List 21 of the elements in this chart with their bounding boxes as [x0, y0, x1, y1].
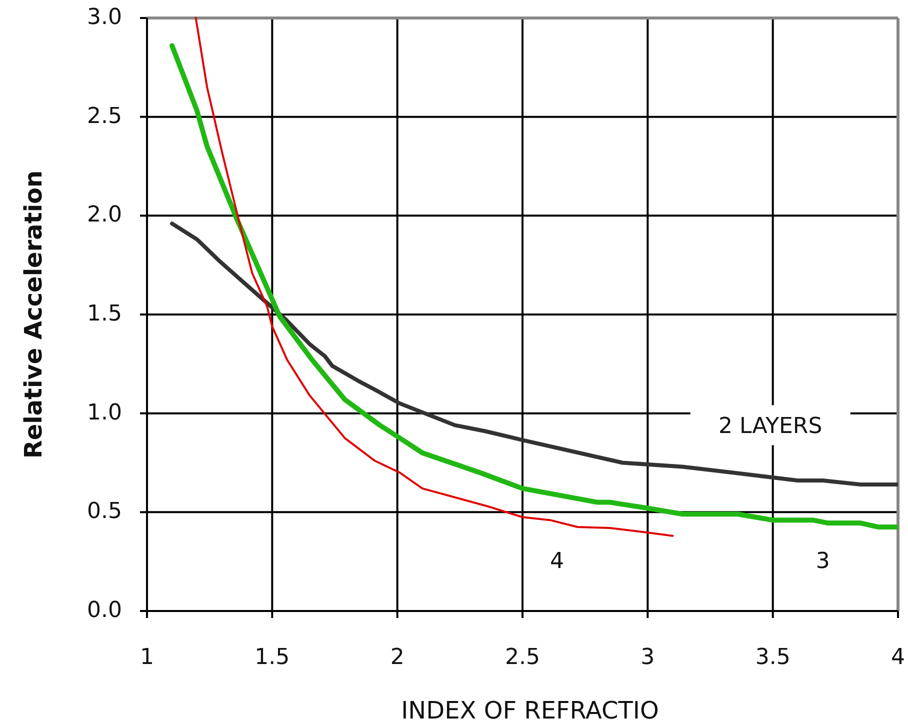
y-tick-label: 3.0 [87, 5, 122, 30]
y-tick-label: 1.0 [87, 400, 122, 426]
x-axis-title: INDEX OF REFRACTIO [401, 696, 659, 725]
x-tick-label: 3 [640, 645, 655, 670]
line-series [170, 222, 898, 486]
series-label: 4 [550, 548, 564, 574]
x-tick-label: 1 [140, 645, 154, 670]
y-tick-label: 1.5 [87, 302, 122, 327]
series-label: 2 LAYERS [718, 414, 822, 440]
x-tick-label: 3.5 [755, 645, 790, 670]
y-tick-label: 2.5 [87, 104, 122, 129]
x-tick-label: 1.5 [254, 645, 290, 670]
series-label: 3 [816, 548, 830, 574]
y-tick-label: 0.5 [87, 499, 122, 524]
x-tick-label: 2 [390, 645, 404, 670]
y-tick-label: 2.0 [87, 202, 122, 228]
y-tick-label: 0.0 [87, 598, 122, 624]
x-tick-label: 2.5 [505, 645, 540, 670]
x-tick-label: 4 [891, 645, 905, 670]
y-axis-title: Relative Acceleration [20, 170, 48, 459]
line-series [194, 17, 674, 537]
